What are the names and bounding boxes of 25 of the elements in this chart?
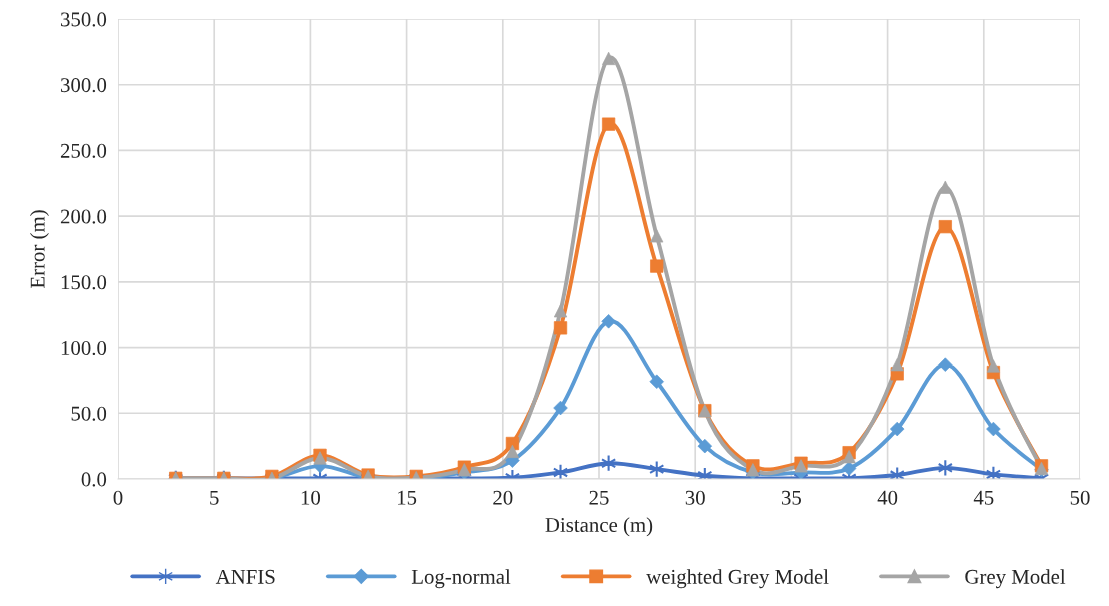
y-tick-label: 0.0: [81, 472, 107, 487]
legend-label: Log-normal: [411, 569, 511, 589]
x-tick-label: 25: [589, 490, 609, 505]
y-tick-label: 50.0: [71, 406, 107, 421]
y-tick-label: 200.0: [60, 209, 107, 224]
legend-label: ANFIS: [215, 569, 275, 584]
x-tick-label: 30: [685, 490, 705, 505]
y-axis-title: Error (m): [30, 210, 49, 289]
legend-label: Grey Model: [965, 569, 1066, 589]
x-axis-title: Distance (m): [545, 517, 653, 537]
x-tick-label: 50: [1070, 490, 1090, 505]
legend-label: weighted Grey Model: [646, 569, 829, 589]
x-tick-label: 40: [877, 490, 898, 505]
x-tick-label: 45: [973, 490, 994, 505]
x-tick-label: 20: [493, 490, 513, 505]
y-tick-label: 300.0: [61, 78, 107, 93]
y-tick-label: 100.0: [61, 340, 107, 356]
y-tick-label: 150.0: [61, 275, 107, 290]
y-tick-label: 250.0: [60, 143, 107, 158]
x-tick-label: 10: [301, 490, 321, 505]
x-tick-label: 0: [113, 490, 123, 505]
x-tick-label: 5: [210, 490, 219, 505]
x-tick-label: 15: [398, 490, 417, 505]
x-tick-label: 35: [781, 490, 801, 505]
y-tick-label: 350.0: [61, 12, 107, 27]
